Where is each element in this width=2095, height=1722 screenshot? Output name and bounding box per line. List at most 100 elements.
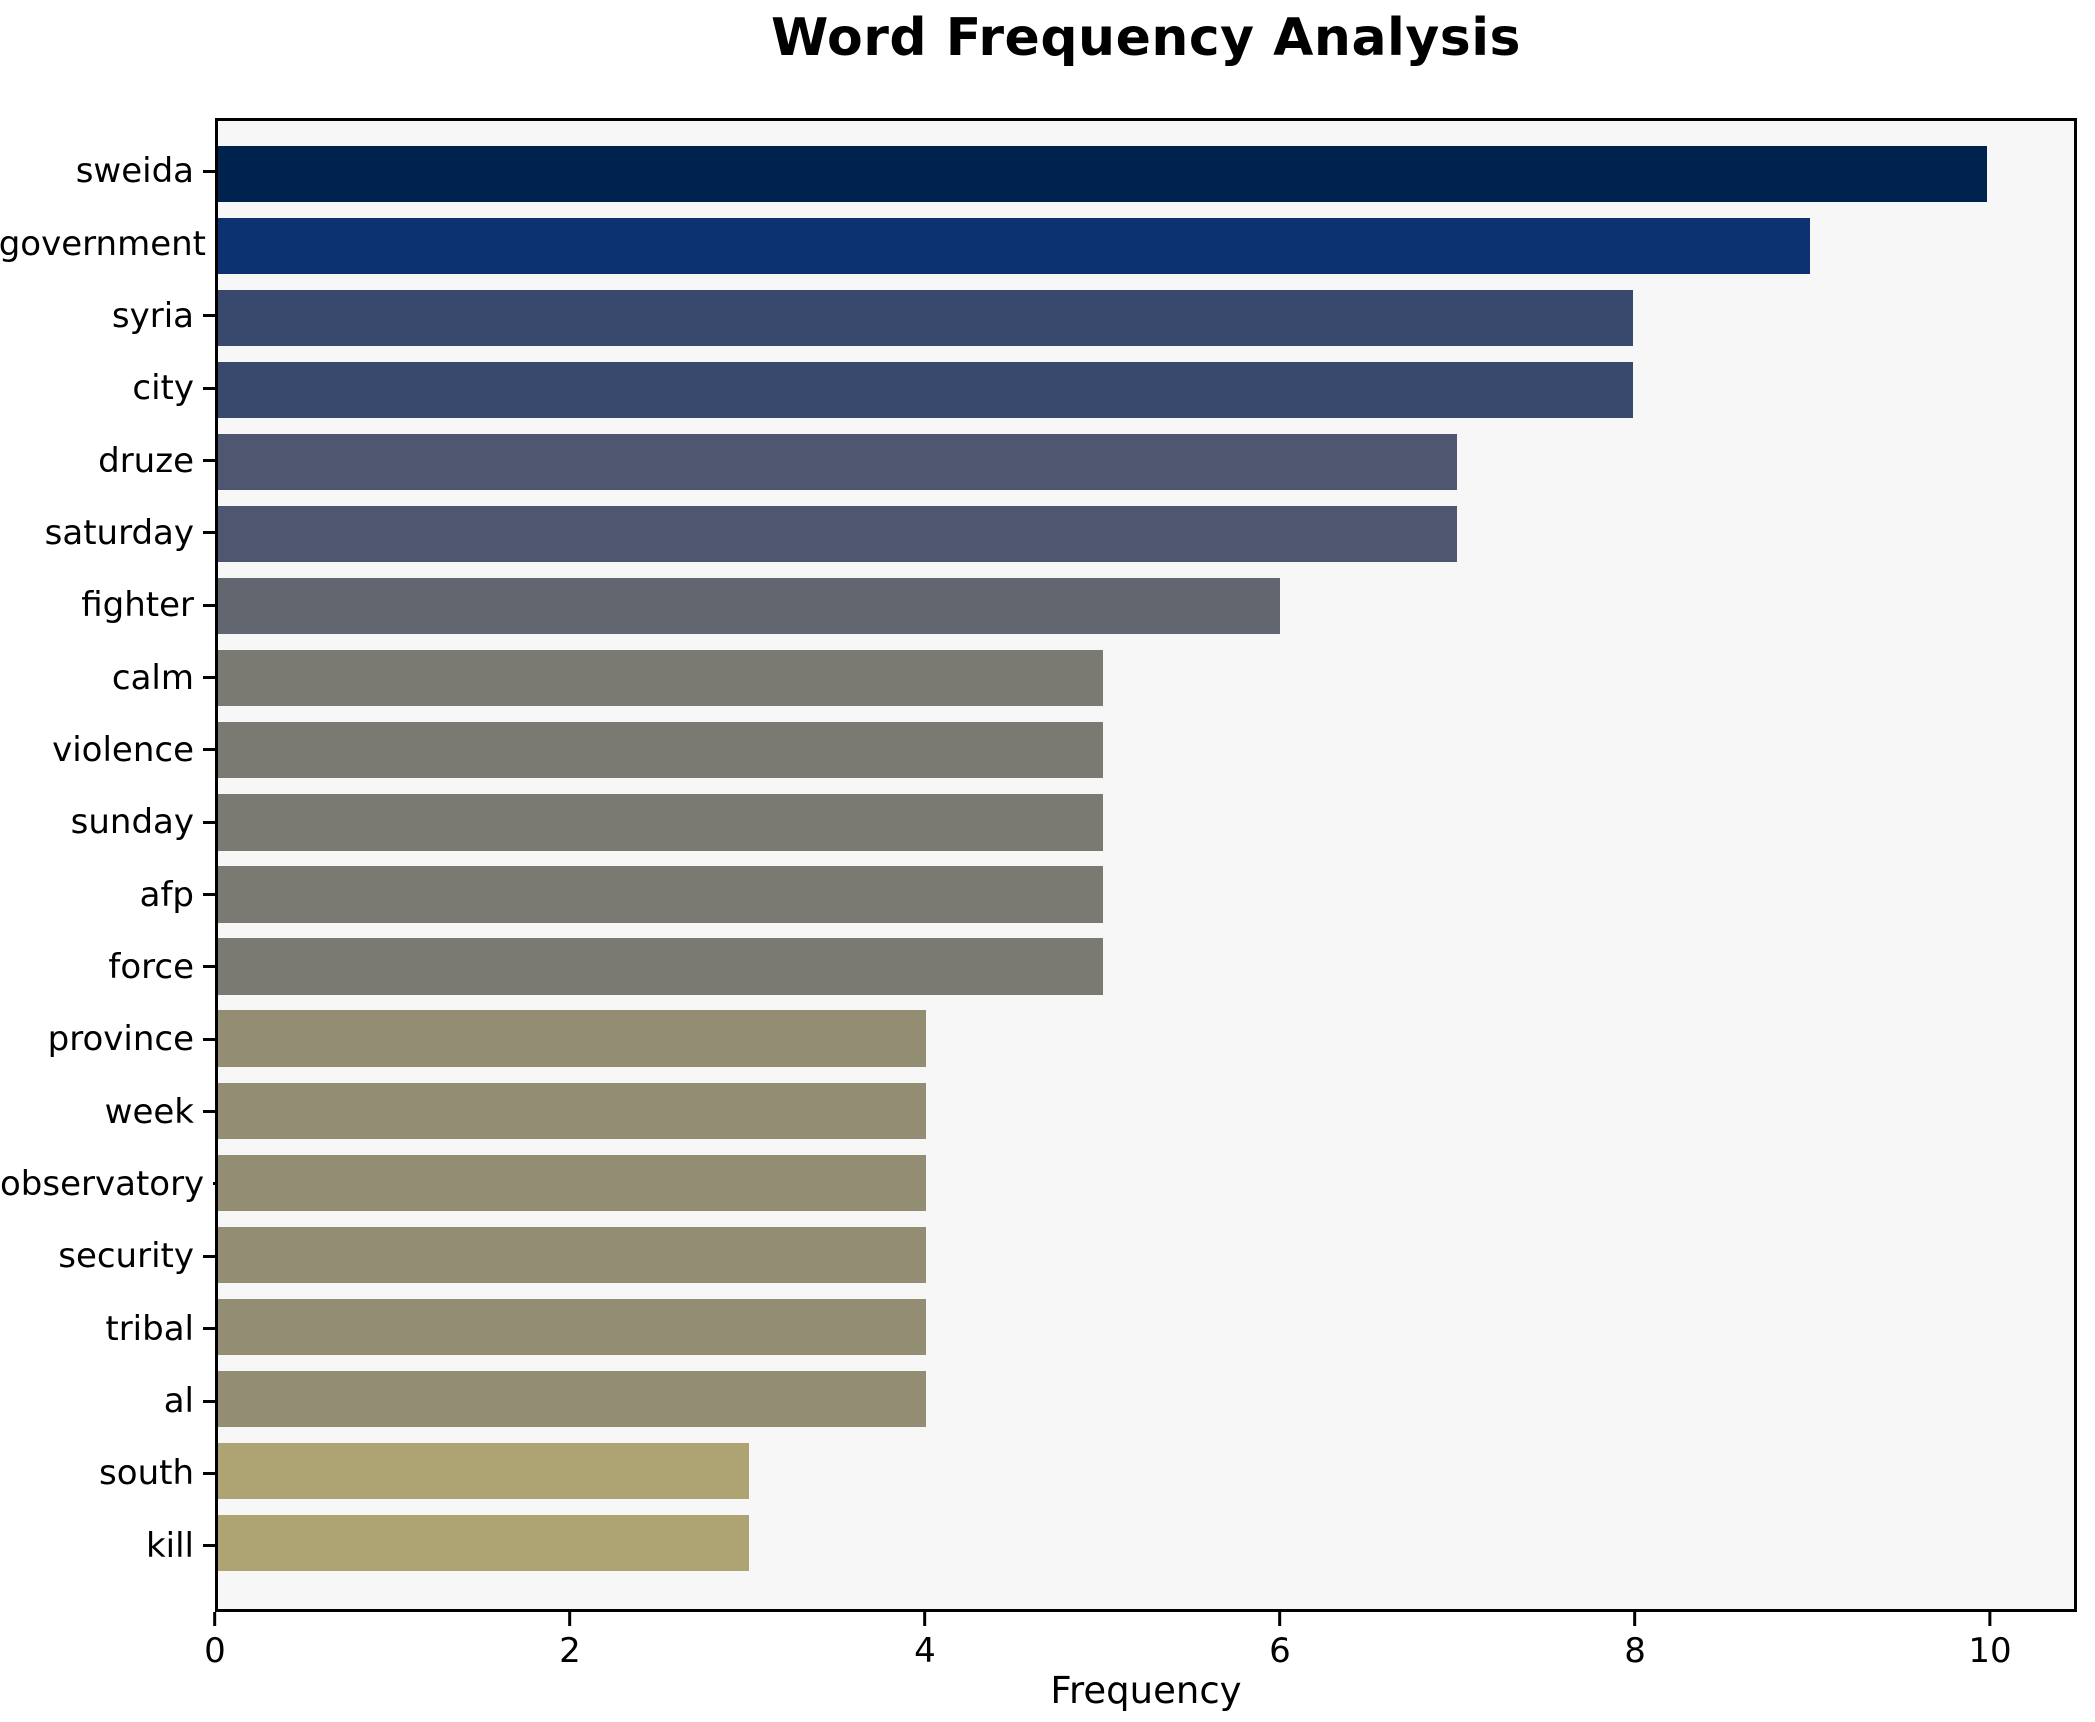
- bar-row: [218, 642, 2074, 714]
- x-tick-label: 4: [914, 1631, 936, 1671]
- category-label: city: [132, 368, 194, 409]
- x-tick-label: 10: [1968, 1631, 2012, 1671]
- bar: [218, 1082, 926, 1139]
- y-axis-label-row: south: [0, 1437, 215, 1509]
- bar: [218, 362, 1634, 419]
- bar-row: [218, 1003, 2074, 1075]
- y-tick-mark: [203, 459, 215, 463]
- y-tick-mark: [203, 531, 215, 535]
- category-label: security: [58, 1236, 194, 1277]
- bars-container: [218, 121, 2074, 1609]
- y-axis-label-row: province: [0, 1003, 215, 1075]
- y-tick-mark: [203, 820, 215, 824]
- y-tick-mark: [203, 386, 215, 390]
- bar-row: [218, 1435, 2074, 1507]
- y-axis-label-row: kill: [0, 1510, 215, 1582]
- x-tick-label: 2: [559, 1631, 581, 1671]
- bar: [218, 1370, 926, 1427]
- y-axis-label-row: security: [0, 1220, 215, 1292]
- bar-row: [218, 570, 2074, 642]
- bar-row: [218, 354, 2074, 426]
- x-tick: 10: [1968, 1612, 2012, 1671]
- y-tick-mark: [203, 1544, 215, 1548]
- x-axis-ticks: 0 2 4 6 8 10: [204, 1612, 2077, 1692]
- bar: [218, 1010, 926, 1067]
- category-label: fighter: [81, 585, 194, 626]
- bar-row: [218, 1147, 2074, 1219]
- x-tick-label: 6: [1269, 1631, 1291, 1671]
- chart-title: Word Frequency Analysis: [771, 8, 1521, 68]
- y-axis-label-row: sweida: [0, 135, 215, 207]
- y-tick-mark: [203, 748, 215, 752]
- y-axis-label-row: government: [0, 207, 215, 279]
- y-axis-label-row: sunday: [0, 786, 215, 858]
- bar-row: [218, 1507, 2074, 1579]
- y-tick-mark: [203, 1399, 215, 1403]
- bar: [218, 1226, 926, 1283]
- bar: [218, 1442, 749, 1499]
- category-label: tribal: [105, 1308, 194, 1349]
- y-tick-mark: [203, 965, 215, 969]
- y-tick-mark: [203, 603, 215, 607]
- x-tick-label: 0: [204, 1631, 226, 1671]
- y-axis-label-row: afp: [0, 858, 215, 930]
- y-axis-label-row: observatory: [0, 1148, 215, 1220]
- bar: [218, 434, 1457, 491]
- y-tick-mark: [203, 1037, 215, 1041]
- category-label: afp: [139, 874, 194, 915]
- x-tick-mark: [213, 1612, 217, 1626]
- y-tick-mark: [203, 314, 215, 318]
- bar: [218, 290, 1634, 347]
- category-label: observatory: [0, 1163, 205, 1204]
- y-axis-label-row: syria: [0, 280, 215, 352]
- bar: [218, 1154, 926, 1211]
- x-tick-mark: [568, 1612, 572, 1626]
- y-axis-label-row: fighter: [0, 569, 215, 641]
- y-axis-label-row: tribal: [0, 1293, 215, 1365]
- y-tick-mark: [203, 1254, 215, 1258]
- bar-row: [218, 138, 2074, 210]
- x-tick-mark: [1988, 1612, 1992, 1626]
- bar: [218, 1298, 926, 1355]
- bar-row: [218, 1075, 2074, 1147]
- y-tick-mark: [203, 1110, 215, 1114]
- bar-row: [218, 858, 2074, 930]
- y-tick-mark: [203, 1327, 215, 1331]
- x-tick: 2: [559, 1612, 581, 1668]
- bar: [218, 866, 1103, 923]
- bar-row: [218, 1363, 2074, 1435]
- bar: [218, 938, 1103, 995]
- y-axis-label-row: saturday: [0, 497, 215, 569]
- x-tick-label: 8: [1624, 1631, 1646, 1671]
- bar: [218, 145, 1988, 203]
- category-label: calm: [111, 657, 194, 698]
- bar: [218, 578, 1280, 635]
- bar-row: [218, 786, 2074, 858]
- bar-row: [218, 1291, 2074, 1363]
- x-tick-mark: [923, 1612, 927, 1626]
- y-axis-label-row: druze: [0, 424, 215, 496]
- y-axis-label-row: week: [0, 1075, 215, 1147]
- category-label: sunday: [70, 802, 194, 843]
- bar: [218, 794, 1103, 851]
- bar: [218, 217, 1811, 275]
- y-tick-mark: [213, 1182, 215, 1186]
- bar-row: [218, 714, 2074, 786]
- y-tick-mark: [203, 893, 215, 897]
- bar-row: [218, 931, 2074, 1003]
- category-label: sweida: [75, 151, 194, 192]
- y-axis-labels: sweida government syria city druze saturday fi…: [0, 118, 215, 1612]
- bar-row: [218, 1219, 2074, 1291]
- y-axis-label-row: force: [0, 931, 215, 1003]
- category-label: violence: [52, 729, 194, 770]
- x-tick: 8: [1624, 1612, 1646, 1668]
- category-label: saturday: [44, 512, 194, 553]
- bar: [218, 722, 1103, 779]
- bar: [218, 650, 1103, 707]
- x-tick-mark: [1633, 1612, 1637, 1626]
- bar-row: [218, 426, 2074, 498]
- x-tick-mark: [1278, 1612, 1282, 1626]
- bar-row: [218, 210, 2074, 282]
- x-axis-label: Frequency: [1050, 1669, 1242, 1712]
- y-axis-label-row: calm: [0, 641, 215, 713]
